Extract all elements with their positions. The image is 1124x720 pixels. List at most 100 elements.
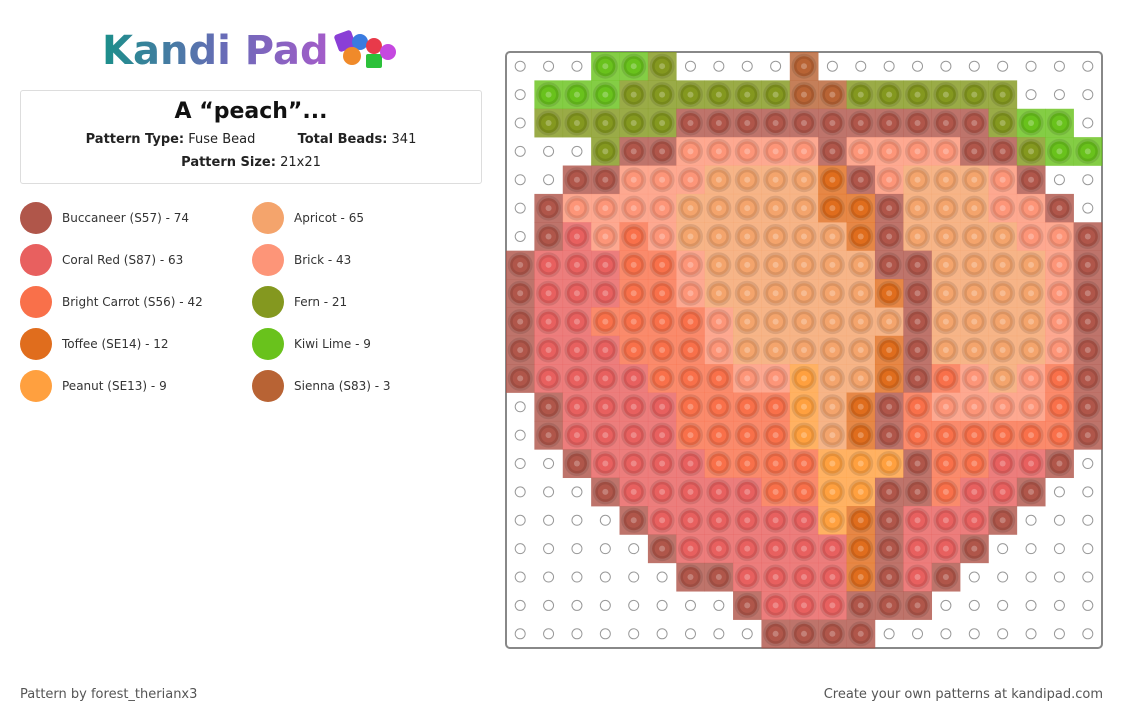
bead-hole: [971, 432, 978, 439]
bead-cell: [562, 307, 592, 337]
bead-cell: [874, 364, 904, 393]
peg: [713, 60, 725, 72]
bead-hole: [857, 375, 864, 382]
bead-cell: [931, 364, 961, 393]
bead-cell: [733, 165, 762, 195]
bead-hole: [914, 205, 921, 212]
peg: [883, 628, 895, 640]
bead-cell: [591, 449, 620, 479]
bead-cell: [1045, 108, 1074, 138]
bead: [564, 167, 590, 193]
bead: [734, 479, 760, 505]
bead-cell: [676, 392, 705, 422]
bead: [536, 223, 562, 249]
bead-cell: [789, 562, 819, 592]
bead-hole: [744, 176, 751, 183]
bead-cell: [931, 477, 961, 507]
bead: [848, 309, 874, 335]
bead-cell: [874, 222, 904, 251]
bead-hole: [1028, 233, 1035, 240]
bead: [734, 309, 760, 335]
bead-hole: [801, 602, 807, 609]
bead-cell: [619, 477, 649, 507]
bead-hole: [1028, 176, 1035, 183]
bead-cell: [591, 193, 620, 223]
bead-cell: [591, 52, 620, 81]
bead-cell: [960, 165, 989, 195]
bead: [1046, 138, 1072, 164]
bead-hole: [715, 517, 722, 524]
peg: [1053, 628, 1065, 640]
bead-cell: [761, 193, 791, 223]
bead-hole: [772, 347, 779, 353]
bead-cell: [761, 506, 791, 535]
bead-cell: [960, 80, 989, 110]
bead: [933, 507, 959, 533]
bead-hole: [715, 119, 722, 126]
bead-cell: [874, 449, 904, 479]
bead-cell: [931, 80, 961, 110]
bead-hole: [801, 233, 807, 240]
peg: [1053, 60, 1065, 72]
bead-hole: [829, 488, 836, 495]
swatch: [252, 328, 284, 360]
bead: [536, 422, 562, 448]
bead: [905, 422, 931, 448]
bead-hole: [857, 517, 864, 524]
cta[interactable]: Create your own patterns at kandipad.com: [823, 687, 1103, 702]
bead-hole: [801, 403, 807, 410]
bead-cell: [676, 250, 705, 280]
bead: [649, 309, 675, 335]
bead-hole: [602, 432, 609, 439]
bead: [819, 195, 845, 221]
bead: [763, 479, 789, 505]
bead: [819, 309, 845, 335]
bead-hole: [744, 488, 751, 495]
bead-cell: [789, 392, 819, 422]
bead-cell: [619, 80, 649, 110]
bead-hole: [772, 432, 779, 439]
bead-cell: [562, 279, 592, 308]
bead-cell: [676, 307, 705, 337]
bead-cell: [619, 364, 649, 393]
bead: [706, 451, 732, 477]
bead: [763, 564, 789, 590]
bead-hole: [942, 261, 949, 268]
bead-hole: [772, 460, 779, 467]
bead-hole: [545, 91, 552, 98]
peg: [684, 628, 696, 640]
bead-hole: [942, 290, 949, 297]
bead: [876, 337, 902, 363]
bead: [990, 309, 1016, 335]
bead: [848, 507, 874, 533]
bead: [848, 110, 874, 136]
bead-cell: [733, 449, 762, 479]
bead-cell: [1045, 392, 1074, 422]
bead-cell: [704, 193, 734, 223]
bead: [1046, 252, 1072, 278]
bead-cell: [931, 392, 961, 422]
peg: [826, 60, 838, 72]
bead-cell: [534, 364, 564, 393]
bead: [1075, 394, 1101, 420]
bead: [961, 422, 987, 448]
legend-item: Toffee (SE14) - 12: [20, 328, 169, 360]
logo[interactable]: Kandi Pad: [96, 22, 416, 78]
bead-cell: [1016, 420, 1046, 450]
bead-cell: [1016, 392, 1046, 422]
bead-hole: [801, 176, 807, 183]
peg: [543, 514, 555, 526]
bead: [592, 309, 618, 335]
bead-cell: [874, 562, 904, 592]
bead: [819, 110, 845, 136]
bead-cell: [903, 137, 933, 166]
bead-cell: [676, 222, 705, 251]
bead: [848, 223, 874, 249]
bead-cell: [704, 364, 734, 393]
bead-hole: [630, 119, 637, 126]
bead-cell: [761, 534, 791, 564]
bead-hole: [942, 403, 949, 410]
bead: [1018, 252, 1044, 278]
bead-cell: [1016, 222, 1046, 251]
